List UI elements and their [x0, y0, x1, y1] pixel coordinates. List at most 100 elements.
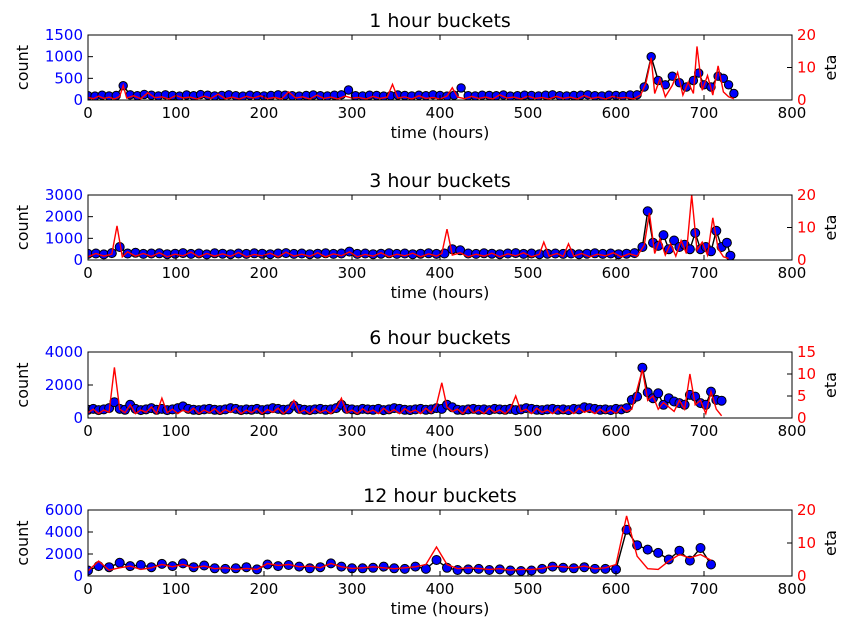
chart-title: 1 hour buckets: [369, 10, 511, 32]
x-tick-label: 100: [162, 422, 191, 440]
x-tick-label: 200: [250, 580, 279, 598]
count-axis-label: count: [13, 45, 32, 90]
count-point-59: [706, 559, 716, 570]
eta-tick-label: 10: [797, 365, 816, 383]
eta-tick-label: 0: [797, 251, 807, 269]
count-point-86: [688, 75, 699, 86]
eta-axis-label: eta: [821, 372, 840, 398]
count-point-53: [456, 83, 466, 93]
eta-tick-label: 0: [797, 409, 807, 427]
count-tick-label: 3000: [45, 186, 83, 204]
x-tick-label: 500: [514, 104, 543, 122]
count-point-120: [716, 395, 727, 406]
x-tick-label: 200: [250, 264, 279, 282]
count-point-76: [669, 235, 680, 246]
eta-tick-label: 5: [797, 387, 807, 405]
eta-tick-label: 15: [797, 343, 816, 361]
count-point-57: [684, 555, 695, 566]
count-axis-label: count: [13, 362, 32, 407]
x-axis-label: time (hours): [391, 441, 490, 460]
count-tick-label: 6000: [45, 501, 83, 519]
x-tick-label: 0: [83, 422, 93, 440]
x-tick-label: 500: [514, 580, 543, 598]
count-point-9: [178, 558, 188, 569]
x-axis-label: time (hours): [391, 123, 490, 142]
count-axis-label: count: [13, 205, 32, 250]
x-tick-label: 100: [162, 104, 191, 122]
plot-area: [88, 362, 727, 417]
count-point-28: [378, 561, 389, 572]
x-tick-label: 0: [83, 264, 93, 282]
x-tick-label: 300: [338, 422, 367, 440]
x-tick-label: 700: [690, 580, 719, 598]
eta-axis-label: eta: [821, 55, 840, 81]
count-point-108: [653, 388, 664, 399]
eta-tick-label: 10: [797, 219, 816, 237]
eta-axis-label: eta: [821, 215, 840, 241]
count-tick-label: 1500: [45, 26, 83, 44]
count-point-42: [526, 565, 537, 576]
count-tick-label: 1000: [45, 229, 83, 247]
x-tick-label: 400: [426, 580, 455, 598]
count-tick-label: 0: [73, 91, 83, 109]
x-tick-label: 800: [778, 422, 807, 440]
count-point-93: [729, 88, 739, 99]
count-point-71: [642, 206, 653, 217]
x-tick-label: 100: [162, 580, 191, 598]
x-tick-label: 600: [602, 580, 631, 598]
x-tick-label: 400: [426, 264, 455, 282]
x-axis-label: time (hours): [391, 599, 490, 618]
x-tick-label: 700: [690, 264, 719, 282]
plot-area: [88, 46, 739, 100]
count-tick-label: 4000: [45, 343, 83, 361]
eta-series-line: [88, 515, 712, 572]
x-tick-label: 700: [690, 422, 719, 440]
count-point-15: [241, 562, 252, 573]
x-tick-label: 0: [83, 580, 93, 598]
eta-axis-label: eta: [821, 530, 840, 556]
count-point-74: [658, 230, 669, 241]
count-point-36: [463, 564, 474, 575]
count-point-37: [343, 85, 354, 95]
eta-tick-label: 20: [797, 186, 816, 204]
count-point-109: [658, 399, 669, 410]
x-tick-label: 400: [426, 422, 455, 440]
count-point-41: [516, 566, 526, 576]
x-tick-label: 200: [250, 104, 279, 122]
count-tick-label: 0: [73, 409, 83, 427]
chart-title: 12 hour buckets: [363, 485, 517, 507]
plot-area: [88, 515, 716, 576]
x-tick-label: 800: [778, 104, 807, 122]
eta-series-line: [88, 194, 729, 260]
chart-title: 6 hour buckets: [369, 327, 511, 349]
count-tick-label: 2000: [45, 545, 83, 563]
count-point-30: [399, 563, 410, 574]
x-tick-label: 300: [338, 104, 367, 122]
x-tick-label: 300: [338, 580, 367, 598]
x-tick-label: 500: [514, 264, 543, 282]
count-point-33: [431, 555, 442, 565]
x-tick-label: 200: [250, 422, 279, 440]
eta-tick-label: 10: [797, 59, 816, 77]
count-tick-label: 2000: [45, 208, 83, 226]
count-tick-label: 1000: [45, 48, 83, 66]
count-point-49: [600, 563, 611, 574]
count-tick-label: 4000: [45, 523, 83, 541]
eta-tick-label: 10: [797, 534, 816, 552]
count-point-53: [642, 544, 653, 555]
x-axis-label: time (hours): [391, 283, 490, 302]
eta-tick-label: 20: [797, 501, 816, 519]
eta-series-line: [88, 46, 735, 100]
x-tick-label: 600: [602, 422, 631, 440]
x-tick-label: 800: [778, 264, 807, 282]
count-point-92: [723, 80, 734, 90]
eta-tick-label: 20: [797, 26, 816, 44]
count-point-3: [114, 557, 125, 568]
count-tick-label: 0: [73, 251, 83, 269]
x-tick-label: 400: [426, 104, 455, 122]
x-tick-label: 100: [162, 264, 191, 282]
